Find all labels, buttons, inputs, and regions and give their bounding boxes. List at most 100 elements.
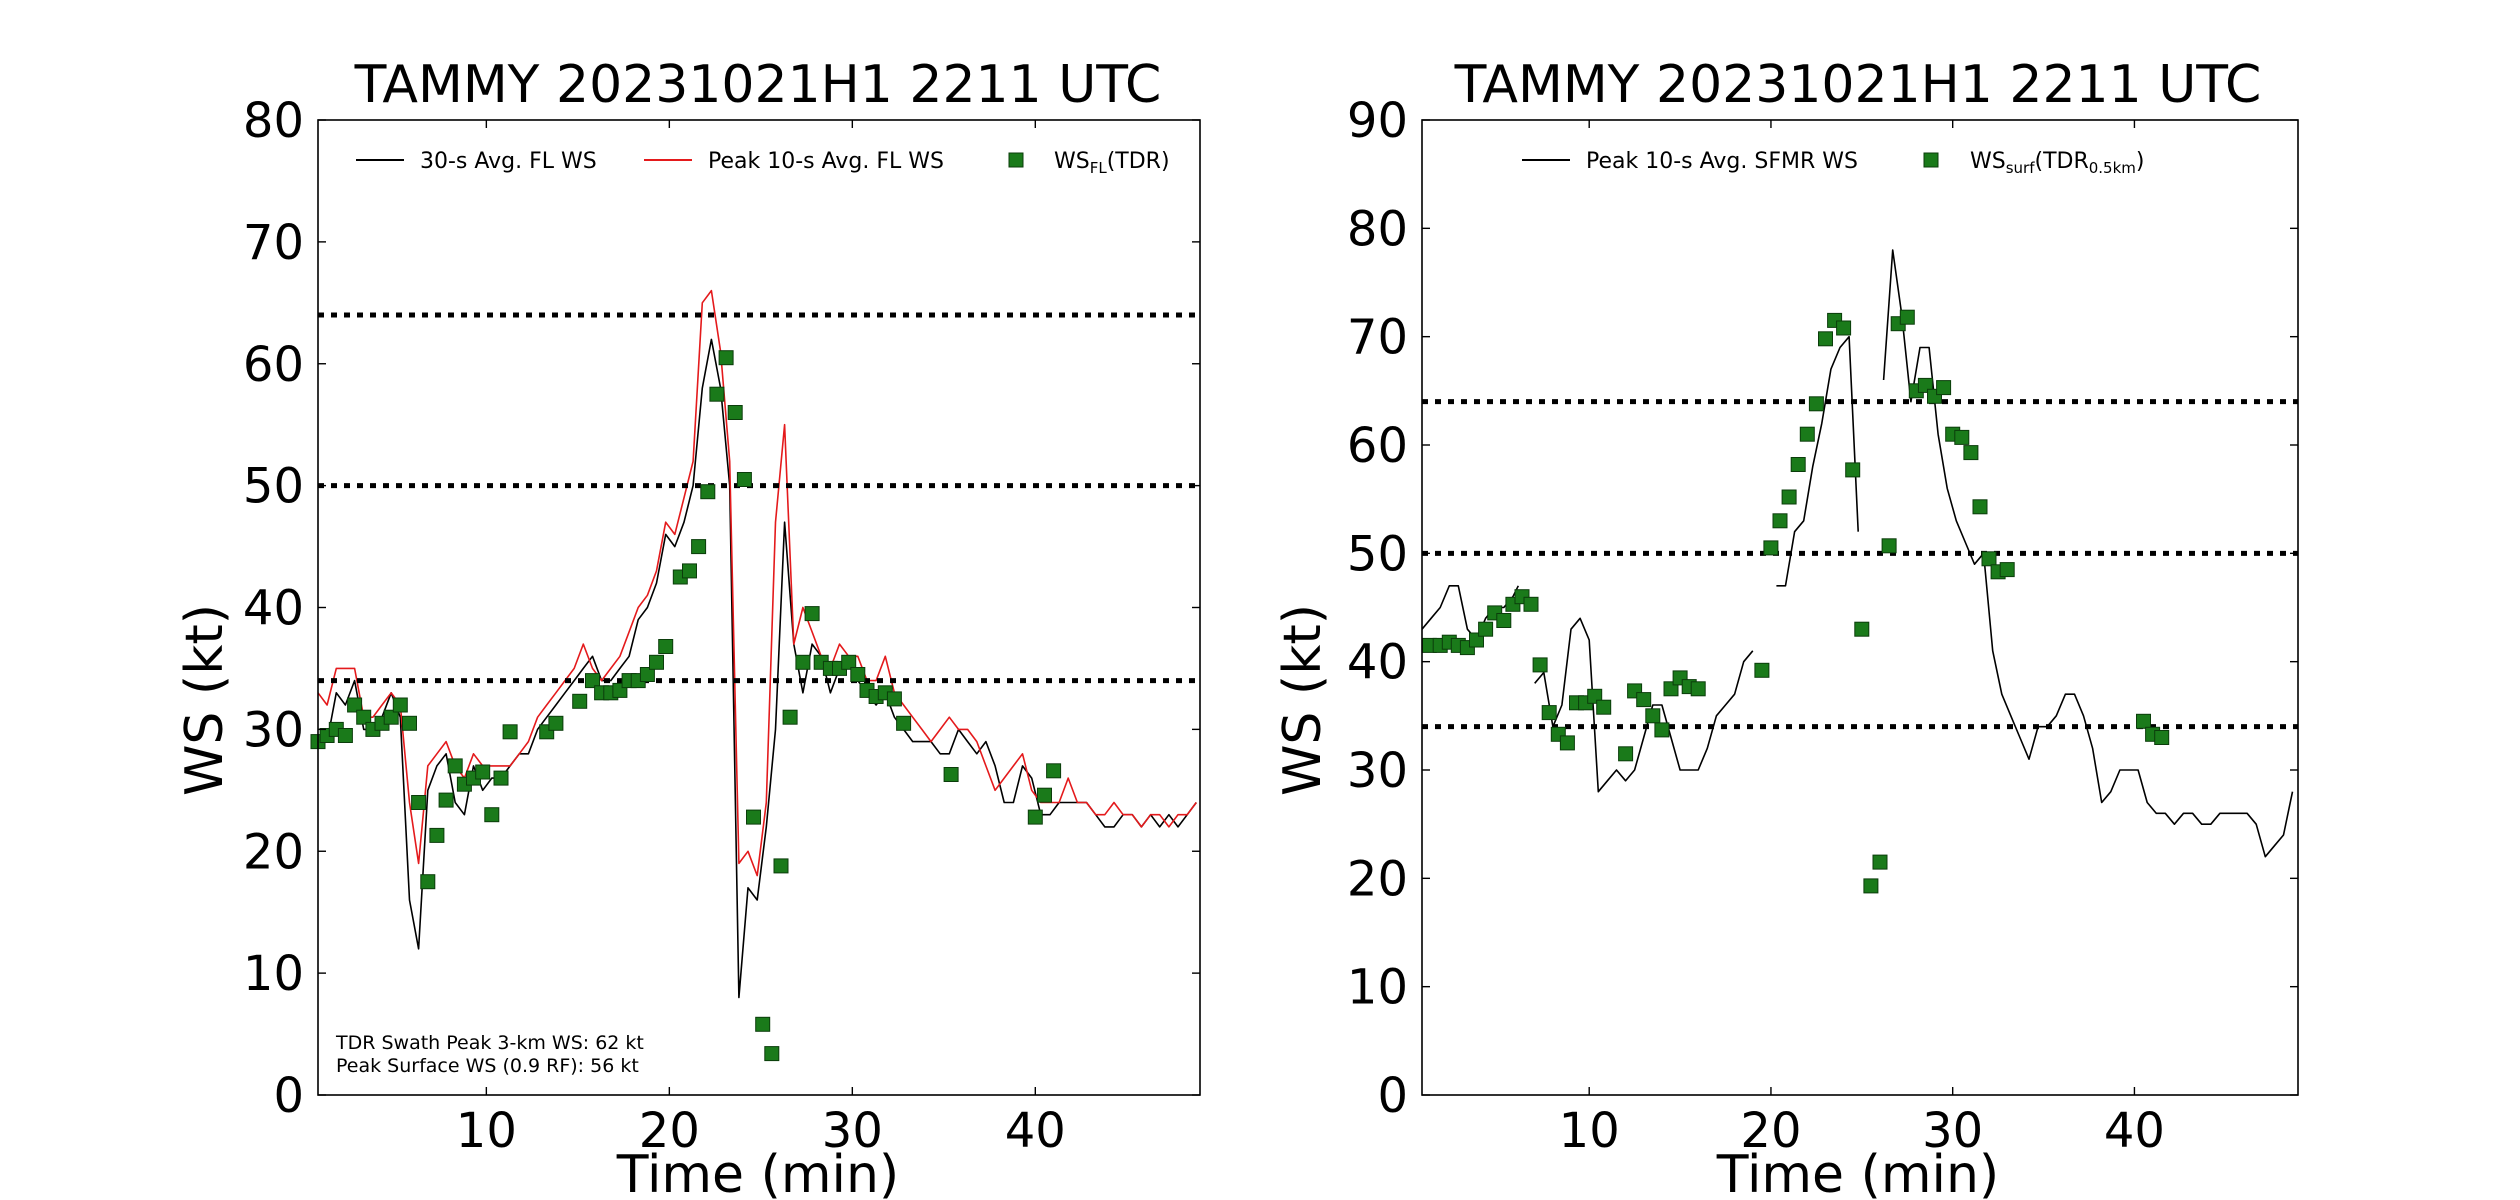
left-data-point bbox=[773, 858, 789, 874]
left-data-point bbox=[718, 350, 734, 366]
right-data-point bbox=[1496, 613, 1512, 628]
left-data-point bbox=[709, 386, 725, 402]
left-data-point bbox=[392, 697, 408, 713]
right-data-point bbox=[1981, 551, 1997, 567]
left-x-axis-label: Time (min) bbox=[616, 1145, 899, 1200]
legend-label-peak10s-fl: Peak 10-s Avg. FL WS bbox=[708, 149, 944, 174]
left-data-point bbox=[639, 667, 655, 682]
right-data-point bbox=[1596, 699, 1612, 715]
right-data-point bbox=[1523, 596, 1539, 612]
left-data-point bbox=[502, 724, 518, 740]
left-axes-frame bbox=[317, 119, 1201, 1096]
left-y-tick-label: 50 bbox=[243, 459, 304, 515]
right-y-tick-label: 70 bbox=[1347, 310, 1408, 366]
left-data-point bbox=[658, 639, 674, 654]
right-data-point bbox=[1790, 457, 1806, 472]
left-y-tick-label: 0 bbox=[273, 1068, 304, 1124]
left-data-point bbox=[475, 764, 491, 780]
left-legend: 30-s Avg. FL WS Peak 10-s Avg. FL WS WSF… bbox=[356, 149, 1170, 177]
right-series-line-0-seg-1 bbox=[1534, 617, 1754, 793]
right-data-point bbox=[1478, 621, 1494, 637]
left-x-tick-label: 10 bbox=[456, 1103, 517, 1159]
left-plot-area: 0 10 20 30 40 50 60 70 80 10 20 30 40 bbox=[243, 93, 1201, 1159]
left-chart-title: TAMMY 20231021H1 2211 UTC bbox=[354, 55, 1162, 115]
left-y-tick-label: 80 bbox=[243, 93, 304, 149]
right-data-point bbox=[1936, 380, 1952, 396]
right-data-point bbox=[2154, 730, 2170, 745]
left-data-point bbox=[1046, 763, 1062, 779]
right-data-point bbox=[1899, 309, 1915, 325]
left-data-point bbox=[700, 484, 716, 500]
right-series-line-0-seg-2 bbox=[1776, 335, 1859, 587]
right-y-tick-label: 50 bbox=[1347, 526, 1408, 582]
right-y-tick-label: 90 bbox=[1347, 93, 1408, 149]
left-data-point bbox=[649, 654, 664, 670]
left-data-point bbox=[356, 709, 372, 725]
right-data-point bbox=[1618, 746, 1634, 762]
right-data-point bbox=[1954, 429, 1970, 445]
left-annotations: TDR Swath Peak 3-km WS: 62 kt Peak Surfa… bbox=[335, 1032, 644, 1077]
left-data-point bbox=[383, 709, 399, 725]
left-x-tick-label: 30 bbox=[822, 1103, 883, 1159]
left-data-point bbox=[746, 809, 761, 825]
right-data-point bbox=[1972, 499, 1988, 515]
left-y-tick-label: 60 bbox=[243, 337, 304, 393]
left-data-point bbox=[1027, 809, 1043, 825]
right-data-point bbox=[1772, 513, 1788, 529]
left-data-point bbox=[484, 807, 500, 823]
right-plot-area: 0 10 20 30 40 50 60 70 80 90 10 20 30 40 bbox=[1347, 93, 2299, 1159]
right-data-point bbox=[1872, 854, 1888, 870]
annotation-peak-surface-ws: Peak Surface WS (0.9 RF): 56 kt bbox=[336, 1055, 639, 1077]
left-data-point bbox=[548, 715, 564, 731]
right-data-point bbox=[1854, 621, 1870, 637]
left-series-line-0-seg-0 bbox=[318, 338, 1197, 999]
annotation-tdr-swath-peak: TDR Swath Peak 3-km WS: 62 kt bbox=[335, 1032, 644, 1054]
right-data-point bbox=[1999, 562, 2015, 578]
left-data-point bbox=[438, 792, 454, 808]
right-data-point bbox=[1808, 396, 1824, 412]
right-x-axis-label: Time (min) bbox=[1716, 1145, 1999, 1200]
right-y-tick-label: 20 bbox=[1347, 851, 1408, 907]
left-data-point bbox=[691, 539, 707, 555]
right-data-point bbox=[1836, 320, 1852, 336]
legend-label-ws-fl-tdr: WSFL(TDR) bbox=[1054, 149, 1170, 177]
right-data-point bbox=[1541, 705, 1557, 721]
legend-marker-ws-surf-tdr bbox=[1923, 152, 1939, 168]
left-data-point bbox=[764, 1046, 780, 1062]
left-x-tick-label: 20 bbox=[639, 1103, 700, 1159]
left-data-point bbox=[755, 1016, 771, 1032]
left-y-axis-label: WS (kt) bbox=[175, 604, 235, 796]
right-y-tick-label: 40 bbox=[1347, 635, 1408, 691]
right-data-point bbox=[1845, 462, 1861, 478]
right-axes-frame bbox=[1421, 119, 2299, 1096]
right-x-tick-label: 30 bbox=[1922, 1103, 1983, 1159]
left-series-line-1-seg-0 bbox=[317, 289, 1197, 877]
left-data-point bbox=[337, 728, 353, 743]
right-chart-title: TAMMY 20231021H1 2211 UTC bbox=[1454, 55, 2262, 115]
legend-marker-ws-fl-tdr bbox=[1008, 152, 1024, 168]
right-y-tick-label: 80 bbox=[1347, 201, 1408, 257]
left-data-point bbox=[429, 827, 445, 843]
left-y-tick-label: 20 bbox=[243, 824, 304, 880]
left-data-point bbox=[943, 767, 959, 782]
right-data-point bbox=[1754, 662, 1770, 678]
left-data-point bbox=[850, 667, 866, 682]
legend-label-30s-avg: 30-s Avg. FL WS bbox=[420, 149, 597, 174]
left-data-point bbox=[804, 606, 820, 622]
right-y-tick-label: 0 bbox=[1377, 1068, 1408, 1124]
left-data-point bbox=[411, 795, 427, 810]
left-data-point bbox=[447, 758, 463, 774]
right-data-point bbox=[1690, 681, 1706, 697]
left-data-point bbox=[1037, 787, 1052, 803]
left-data-point bbox=[572, 693, 588, 709]
left-data-point bbox=[420, 874, 436, 890]
right-y-tick-label: 30 bbox=[1347, 743, 1408, 799]
right-data-point bbox=[1763, 540, 1779, 556]
right-legend: Peak 10-s Avg. SFMR WS WSsurf(TDR0.5km) bbox=[1522, 149, 2145, 177]
legend-label-peak10s-sfmr: Peak 10-s Avg. SFMR WS bbox=[1586, 149, 1858, 174]
left-data-point bbox=[841, 654, 857, 670]
left-y-tick-label: 30 bbox=[243, 702, 304, 758]
right-data-point bbox=[1645, 708, 1661, 724]
right-data-point bbox=[1559, 735, 1575, 751]
